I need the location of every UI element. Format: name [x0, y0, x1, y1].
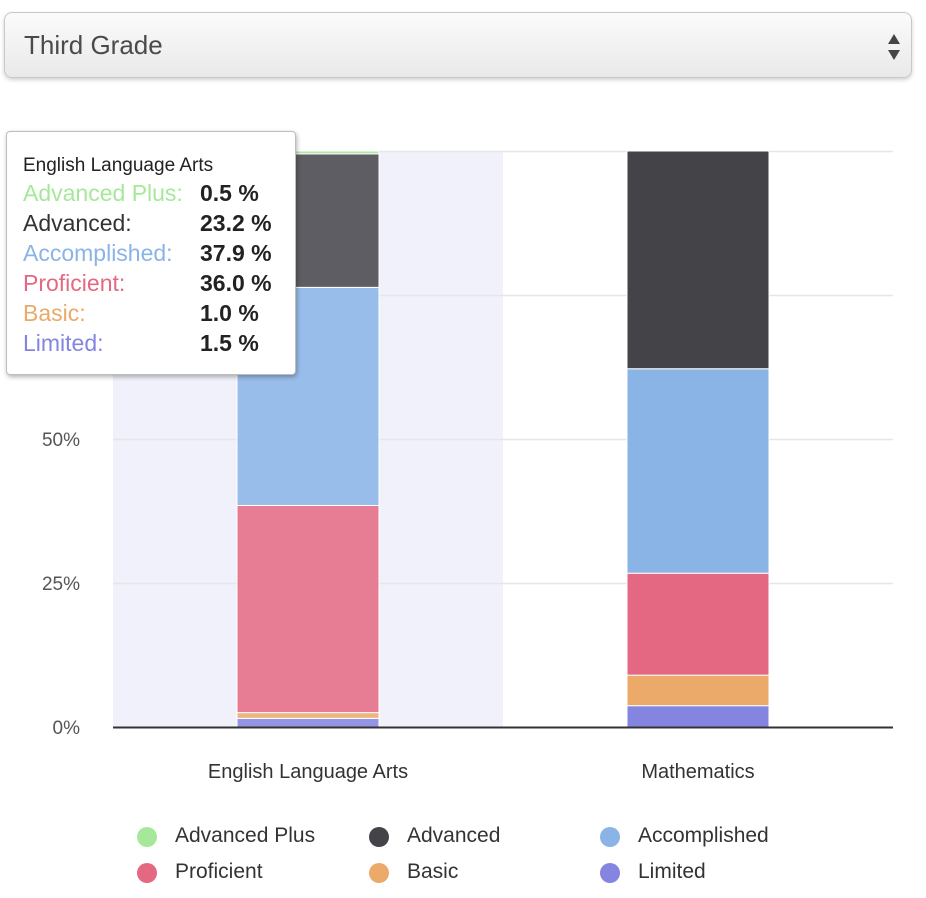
bar-stack[interactable] [626, 150, 770, 728]
tooltip-row-proficient: Proficient: 36.0 % [23, 270, 293, 300]
grade-select[interactable]: Third Grade [4, 12, 912, 78]
tooltip-value: 1.0 % [200, 300, 259, 326]
tooltip-row-limited: Limited: 1.5 % [23, 330, 293, 360]
legend-label: Advanced Plus [175, 824, 316, 847]
tooltip-label: Proficient: [23, 270, 126, 296]
tooltip-label: Advanced Plus: [23, 180, 183, 206]
legend-dot-icon [369, 827, 389, 847]
grade-select-value: Third Grade [24, 30, 163, 60]
chart-tooltip: English Language Arts Advanced Plus: 0.5 … [6, 131, 296, 375]
legend-label: Limited [638, 860, 706, 883]
bar-segment-basic[interactable] [236, 712, 380, 719]
bar-segment-accomplished[interactable] [626, 368, 770, 574]
legend-dot-icon [600, 827, 620, 847]
legend-label: Advanced [407, 824, 501, 847]
tooltip-label: Advanced: [23, 210, 132, 236]
tooltip-row-accomplished: Accomplished: 37.9 % [23, 240, 293, 270]
tooltip-value: 1.5 % [200, 330, 259, 356]
tooltip-title: English Language Arts [23, 155, 214, 176]
tooltip-label: Accomplished: [23, 240, 173, 266]
select-arrows-icon [888, 34, 900, 60]
bar-segment-basic[interactable] [626, 674, 770, 707]
tooltip-row-advanced-plus: Advanced Plus: 0.5 % [23, 180, 293, 210]
legend-label: Accomplished [638, 824, 769, 847]
legend-dot-icon [600, 863, 620, 883]
y-tick-label: 50% [42, 430, 80, 451]
legend-dot-icon [369, 863, 389, 883]
tooltip-label: Basic: [23, 300, 86, 326]
bar-segment-proficient[interactable] [626, 572, 770, 676]
tooltip-row-advanced: Advanced: 23.2 % [23, 210, 293, 240]
y-tick-label: 25% [42, 574, 80, 595]
tooltip-value: 36.0 % [200, 270, 272, 296]
bar-segment-limited[interactable] [626, 705, 770, 728]
legend-dot-icon [137, 863, 157, 883]
tooltip-label: Limited: [23, 330, 104, 356]
tooltip-value: 23.2 % [200, 210, 272, 236]
x-tick-label: English Language Arts [208, 761, 408, 783]
bar-segment-proficient[interactable] [236, 504, 380, 714]
bar-segment-advanced[interactable] [626, 150, 770, 370]
tooltip-value: 37.9 % [200, 240, 272, 266]
bar-segment-limited[interactable] [236, 717, 380, 728]
legend-label: Basic [407, 860, 459, 883]
x-tick-label: Mathematics [641, 761, 754, 783]
y-tick-label: 0% [53, 718, 81, 739]
legend-dot-icon [137, 827, 157, 847]
tooltip-row-basic: Basic: 1.0 % [23, 300, 293, 330]
legend-label: Proficient [175, 860, 263, 883]
tooltip-value: 0.5 % [200, 180, 259, 206]
